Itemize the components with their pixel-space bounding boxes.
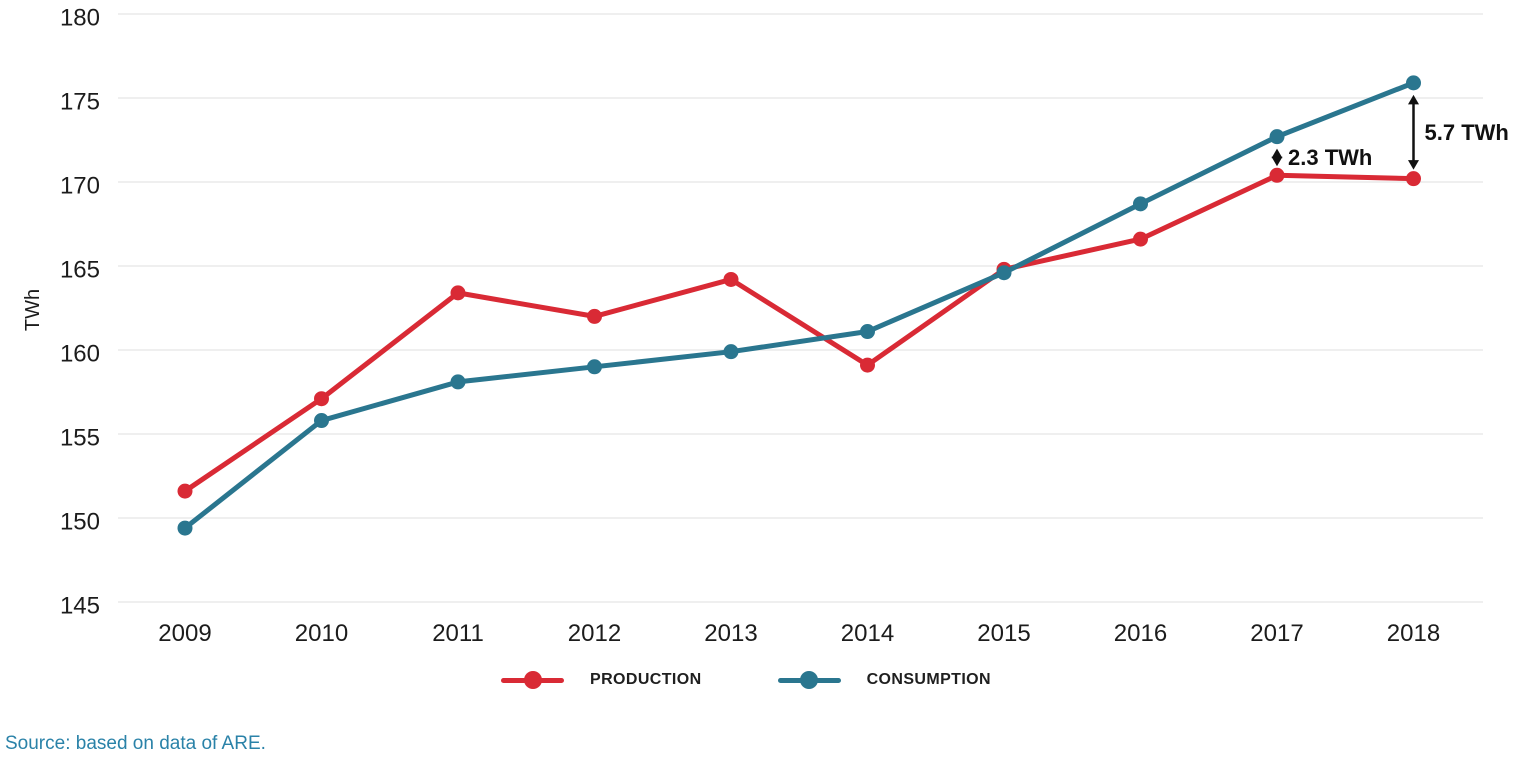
consumption-point-2016 (1133, 196, 1148, 212)
x-tick-label: 2016 (1114, 620, 1167, 647)
production-point-2010 (314, 391, 329, 407)
y-axis-label: TWh (22, 289, 44, 331)
y-tick-label: 170 (60, 173, 100, 200)
source-note: Source: based on data of ARE. (5, 733, 266, 754)
production-swatch-dot (523, 671, 542, 689)
consumption-point-2009 (177, 520, 193, 536)
consumption-point-2011 (450, 374, 466, 390)
legend-item-consumption: CONSUMPTION (777, 671, 991, 689)
x-tick-label: 2009 (158, 620, 211, 647)
x-tick-label: 2015 (977, 620, 1030, 647)
annotation-2-3-twh: 2.3 TWh (1271, 145, 1372, 170)
y-tick-label: 150 (60, 509, 100, 536)
production-point-2016 (1133, 231, 1148, 247)
x-tick-label: 2012 (568, 620, 621, 647)
y-tick-label: 155 (60, 425, 100, 452)
consumption-point-2018 (1406, 75, 1421, 91)
production-point-2018 (1406, 171, 1421, 187)
chart-legend: PRODUCTION CONSUMPTION (501, 671, 991, 689)
arrow-up-icon (1271, 148, 1283, 159)
legend-label-consumption: CONSUMPTION (866, 671, 991, 688)
production-point-2012 (587, 308, 602, 324)
legend-item-production: PRODUCTION (501, 671, 702, 689)
x-tick-label: 2010 (295, 620, 348, 647)
x-tick-label: 2017 (1250, 620, 1303, 647)
consumption-point-2013 (723, 344, 739, 360)
annotation-5-7-twh-label: 5.7 TWh (1425, 120, 1509, 145)
consumption-line (182, 80, 1416, 531)
line-chart: 180 175 170 165 160 155 150 145 TWh 2009 2010 2011 2… (22, 5, 1509, 648)
annotation-5-7-twh: 5.7 TWh (1408, 94, 1509, 170)
x-tick-label: 2013 (704, 620, 757, 647)
y-tick-label: 160 (60, 341, 100, 368)
consumption-point-2017 (1269, 129, 1285, 145)
production-point-2014 (860, 357, 875, 373)
y-tick-label: 145 (60, 593, 100, 620)
consumption-point-2012 (587, 359, 602, 375)
arrow-up-icon (1408, 94, 1419, 105)
production-point-2009 (177, 483, 193, 499)
y-tick-label: 180 (60, 5, 100, 32)
consumption-point-2014 (860, 324, 875, 340)
consumption-point-2015 (996, 265, 1012, 281)
production-series-swatch (501, 671, 564, 689)
x-tick-label: 2011 (432, 620, 484, 647)
arrow-down-icon (1408, 160, 1419, 170)
production-point-2013 (723, 271, 739, 287)
annotation-2-3-twh-label: 2.3 TWh (1288, 145, 1372, 170)
consumption-series-swatch (777, 671, 841, 689)
production-line (182, 172, 1416, 494)
x-tick-label: 2014 (841, 620, 894, 647)
arrow-down-icon (1271, 156, 1283, 167)
x-tick-label: 2018 (1387, 620, 1440, 647)
production-point-2011 (450, 285, 466, 301)
consumption-swatch-dot (800, 671, 819, 689)
consumption-point-2010 (314, 413, 329, 429)
y-tick-label: 165 (60, 257, 100, 284)
production-point-2017 (1269, 167, 1285, 183)
legend-label-production: PRODUCTION (590, 671, 702, 688)
y-tick-label: 175 (60, 89, 100, 116)
